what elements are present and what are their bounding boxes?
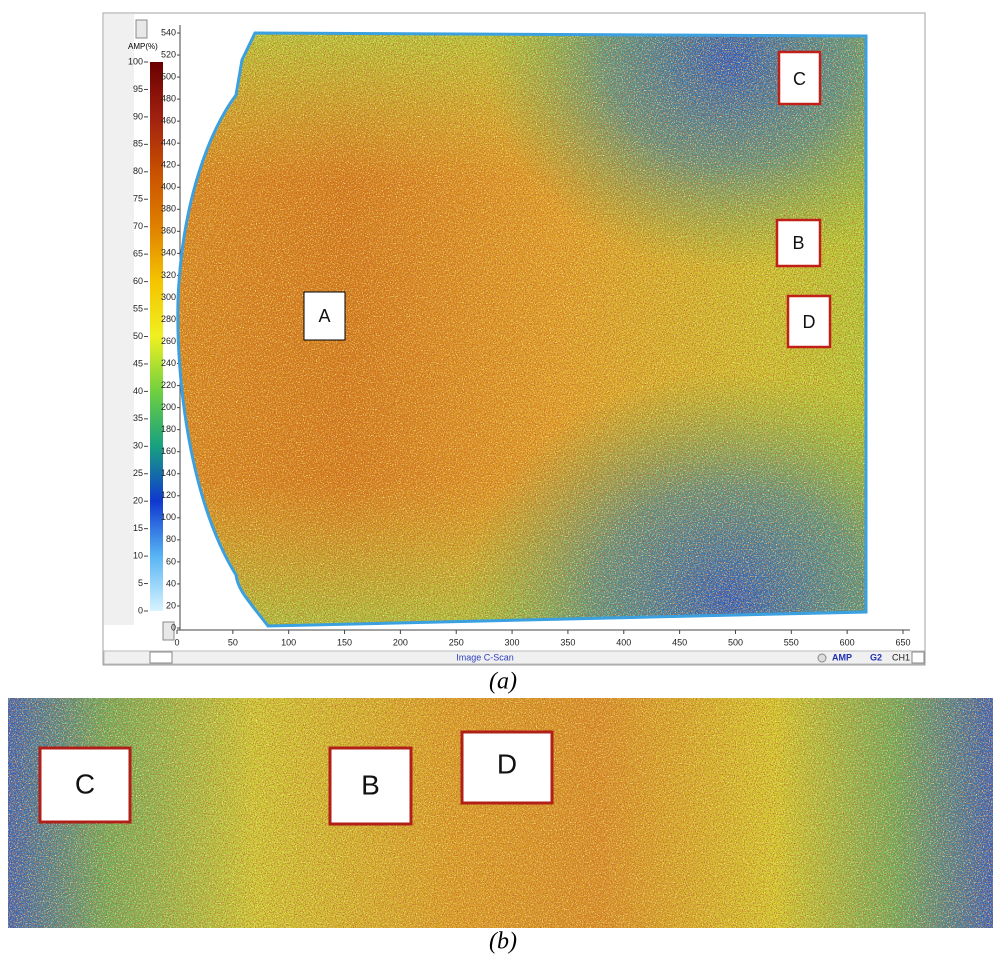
status-channel[interactable]: CH1	[892, 652, 910, 662]
y-tick-label: 340	[161, 248, 176, 258]
status-bar	[103, 650, 925, 665]
marker-box	[775, 218, 822, 268]
colorbar-tick-label: 65	[133, 249, 143, 259]
marker-label: D	[497, 748, 517, 779]
part-outline	[176, 31, 868, 628]
y-tick-label: 100	[161, 512, 176, 522]
scroll-buttons[interactable]	[911, 651, 925, 664]
marker-label: D	[803, 312, 816, 332]
y-tick-label: 540	[161, 27, 176, 37]
x-tick-label: 600	[840, 637, 855, 647]
colorbar	[150, 62, 163, 611]
status-gate[interactable]: G2	[870, 652, 882, 662]
colorbar-tick-label: 95	[133, 84, 143, 94]
colorbar-tick-label: 85	[133, 139, 143, 149]
y-tick-label: 60	[166, 556, 176, 566]
scale-gutter	[104, 14, 134, 625]
y-tick-label: 160	[161, 446, 176, 456]
y-tick-label: 360	[161, 226, 176, 236]
marker-box	[328, 746, 413, 826]
y-tick-label: 480	[161, 93, 176, 103]
marker-box	[303, 291, 346, 341]
caption: (a)	[489, 669, 517, 695]
x-tick-label: 500	[728, 637, 743, 647]
colorbar-tick-label: 60	[133, 276, 143, 286]
y-tick-label: 240	[161, 358, 176, 368]
colorbar-tick-label: 25	[133, 468, 143, 478]
colorbar-tick-label: 40	[133, 386, 143, 396]
scroll-buttons[interactable]	[149, 651, 173, 664]
colorbar-tick-label: 70	[133, 221, 143, 231]
y-tick-label: 0	[171, 622, 176, 632]
y-tick-label: 180	[161, 424, 176, 434]
x-tick-label: 200	[393, 637, 408, 647]
x-tick-label: 400	[616, 637, 631, 647]
y-tick-label: 200	[161, 402, 176, 412]
y-tick-label: 300	[161, 292, 176, 302]
colorbar-tick-label: 75	[133, 194, 143, 204]
y-tick-label: 440	[161, 138, 176, 148]
zoom-button[interactable]	[135, 19, 148, 39]
caption: (b)	[489, 929, 517, 955]
x-tick-label: 650	[895, 637, 910, 647]
colorbar-tick-label: 55	[133, 303, 143, 313]
x-tick-label: 100	[281, 637, 296, 647]
y-tick-label: 520	[161, 49, 176, 59]
y-tick-label: 20	[166, 600, 176, 610]
status-title: Image C-Scan	[456, 652, 514, 662]
marker-label: A	[318, 306, 330, 326]
colorbar-tick-label: 0	[138, 605, 143, 615]
status-mode[interactable]: AMP	[832, 652, 852, 662]
x-tick-label: 350	[560, 637, 575, 647]
y-tick-label: 320	[161, 270, 176, 280]
colorbar-tick-label: 30	[133, 441, 143, 451]
colorbar-tick-label: 45	[133, 358, 143, 368]
y-tick-label: 460	[161, 116, 176, 126]
x-tick-label: 550	[784, 637, 799, 647]
x-tick-label: 0	[174, 637, 179, 647]
x-tick-label: 50	[228, 637, 238, 647]
colorbar-tick-label: 80	[133, 166, 143, 176]
colorbar-tick-label: 5	[138, 578, 143, 588]
x-tick-label: 300	[505, 637, 520, 647]
y-tick-label: 280	[161, 314, 176, 324]
y-tick-label: 120	[161, 490, 176, 500]
marker-label: B	[361, 769, 380, 800]
colorbar-tick-label: 20	[133, 496, 143, 506]
x-tick-label: 450	[672, 637, 687, 647]
marker-box	[460, 730, 554, 805]
colorbar-tick-label: 100	[128, 56, 143, 66]
status-icon	[817, 653, 827, 663]
x-tick-label: 250	[449, 637, 464, 647]
y-tick-label: 40	[166, 578, 176, 588]
y-tick-label: 500	[161, 71, 176, 81]
y-tick-label: 220	[161, 380, 176, 390]
marker-box	[786, 294, 832, 349]
y-tick-label: 380	[161, 204, 176, 214]
marker-box	[777, 50, 822, 106]
colorbar-tick-label: 90	[133, 111, 143, 121]
marker-label: C	[75, 768, 95, 799]
cscan-detail	[8, 698, 993, 928]
marker-label: B	[792, 233, 804, 253]
marker-label: C	[793, 69, 806, 89]
y-tick-label: 260	[161, 336, 176, 346]
y-tick-label: 80	[166, 534, 176, 544]
y-tick-label: 140	[161, 468, 176, 478]
y-tick-label: 400	[161, 182, 176, 192]
colorbar-tick-label: 10	[133, 550, 143, 560]
colorbar-title: AMP(%)	[128, 42, 158, 51]
zoom-button[interactable]	[162, 621, 175, 641]
colorbar-tick-label: 35	[133, 413, 143, 423]
y-tick-label: 420	[161, 160, 176, 170]
colorbar-tick-label: 15	[133, 523, 143, 533]
colorbar-tick-label: 50	[133, 331, 143, 341]
cscan-image	[177, 33, 867, 626]
marker-box	[38, 746, 132, 824]
x-tick-label: 150	[337, 637, 352, 647]
